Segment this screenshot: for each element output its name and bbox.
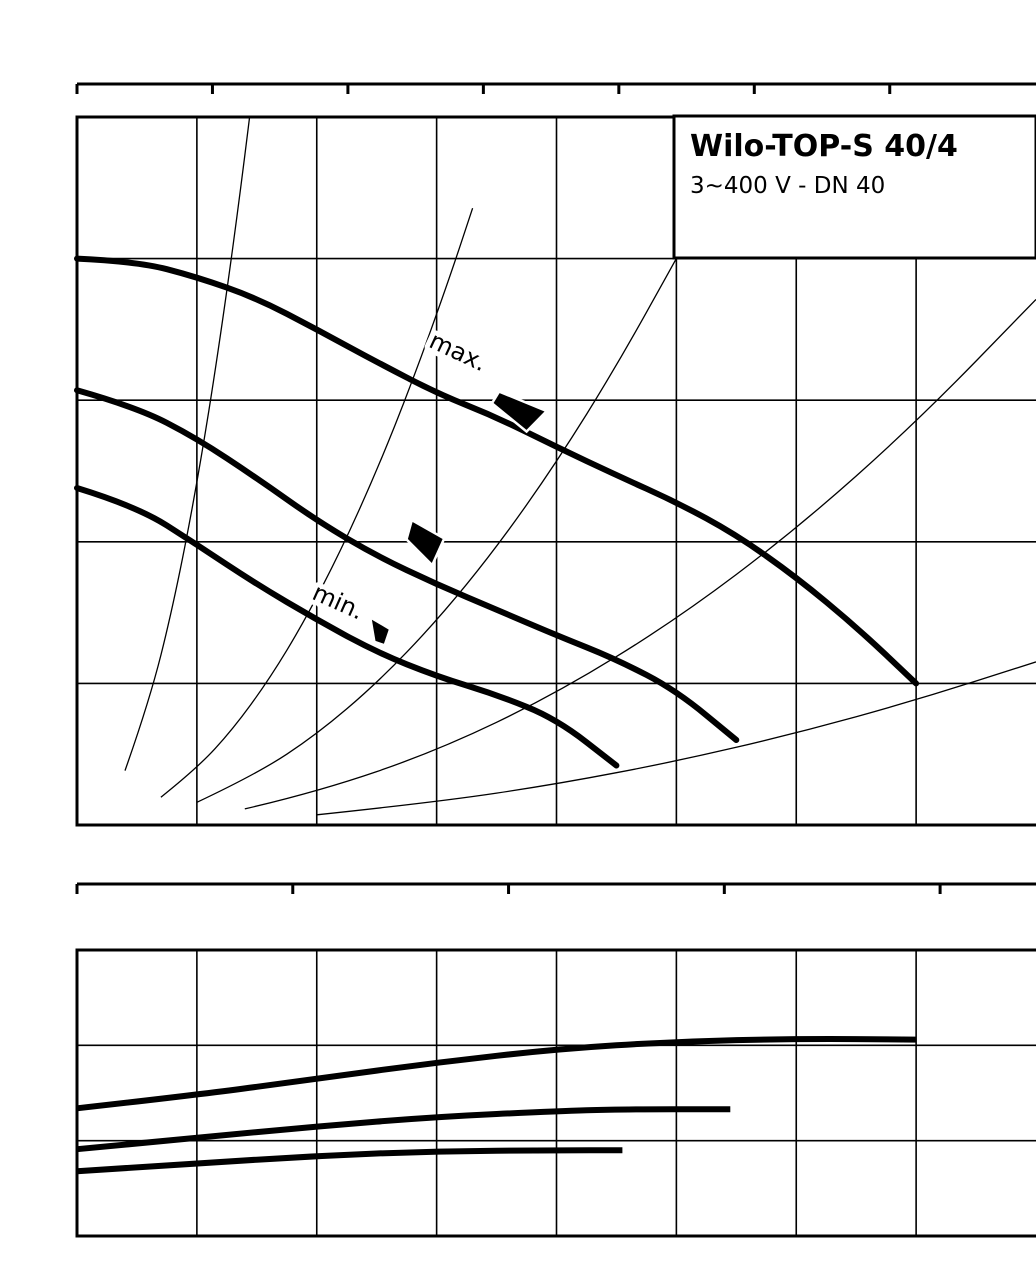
system-curve <box>124 117 251 771</box>
pump-curve-min <box>74 485 620 769</box>
power-curve-grid <box>75 948 1036 1238</box>
power-curve-mid <box>76 1106 731 1153</box>
speed-mid-symbol <box>405 518 446 568</box>
title-box-frame <box>672 114 1036 260</box>
plot-frame <box>75 948 1036 1238</box>
system-curves <box>124 117 1036 816</box>
flow-ls-axis <box>75 882 1036 894</box>
power-curve-series <box>76 1036 917 1175</box>
pump-curve-max <box>74 255 920 687</box>
system-curve <box>316 661 1036 816</box>
power-curve-max <box>76 1036 917 1112</box>
system-curve <box>244 298 1036 810</box>
speed-min-symbol <box>368 614 392 647</box>
power-curve-min <box>76 1147 623 1175</box>
speed-max-symbol <box>490 389 549 434</box>
plot-frame <box>75 115 1036 827</box>
pump-curve-grid <box>75 115 1036 827</box>
pump-curve-mid <box>74 387 740 743</box>
title-box: Wilo-TOP-S 40/4 3~400 V - DN 40 <box>672 114 1036 260</box>
pump-curve-series: max.min. <box>74 255 920 769</box>
curve-label: max. <box>425 326 491 377</box>
system-curve <box>196 246 683 803</box>
system-curve <box>160 207 474 798</box>
velocity-axis <box>75 82 1036 94</box>
model-spec: 3~400 V - DN 40 <box>690 173 885 199</box>
model-title: Wilo-TOP-S 40/4 <box>690 129 958 164</box>
